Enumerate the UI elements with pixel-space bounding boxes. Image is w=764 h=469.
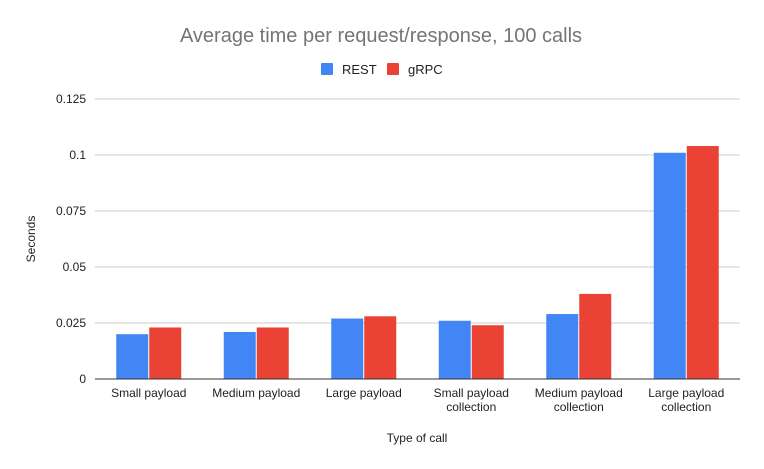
- category-label: Small payload collection: [434, 386, 509, 414]
- y-tick-label: 0.025: [56, 316, 86, 330]
- bar-grpc: [686, 146, 719, 379]
- y-tick-label: 0.075: [56, 204, 86, 218]
- bar-grpc: [256, 327, 289, 379]
- gridlines: [95, 98, 740, 324]
- bar-rest: [223, 331, 256, 379]
- y-tick-labels: 0 0.025 0.05 0.075 0.1 0.125: [56, 92, 86, 386]
- legend-label-rest: REST: [342, 62, 377, 77]
- legend-label-grpc: gRPC: [408, 62, 443, 77]
- category-label: Medium payload: [212, 386, 300, 400]
- legend: REST gRPC: [321, 62, 443, 77]
- bar-grpc: [149, 327, 182, 379]
- bar-rest: [331, 318, 364, 379]
- category-label: Large payload: [326, 386, 402, 400]
- bar-rest: [438, 320, 471, 379]
- bar-grpc: [471, 325, 504, 379]
- bar-rest: [546, 314, 579, 379]
- category-labels: Small payload Medium payload Large payload…: [111, 386, 724, 414]
- y-axis-title: Seconds: [24, 216, 38, 263]
- y-tick-label: 0: [79, 372, 86, 386]
- bar-grpc: [579, 293, 612, 379]
- bar-grpc: [364, 316, 397, 379]
- category-label: Small payload: [111, 386, 186, 400]
- bar-rest: [653, 152, 686, 379]
- category-label: Large payload collection: [648, 386, 724, 414]
- chart-title: Average time per request/response, 100 c…: [180, 25, 582, 47]
- category-label: Medium payload collection: [535, 386, 623, 414]
- legend-swatch-grpc: [387, 63, 399, 75]
- legend-swatch-rest: [321, 63, 333, 75]
- y-tick-label: 0.125: [56, 92, 86, 106]
- y-tick-label: 0.1: [69, 148, 86, 162]
- bars: [116, 146, 719, 379]
- x-axis-title: Type of call: [387, 431, 448, 445]
- bar-rest: [116, 334, 149, 379]
- y-tick-label: 0.05: [63, 260, 87, 274]
